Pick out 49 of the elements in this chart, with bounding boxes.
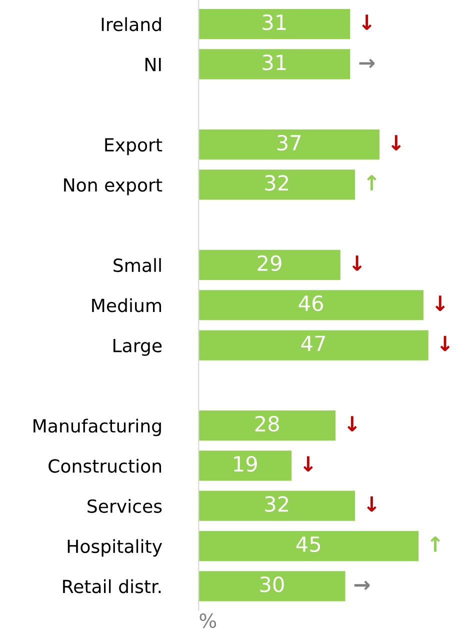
bar [198,490,356,521]
data-label: 31 [262,14,286,30]
y-tick-label: Construction [48,458,162,473]
data-label: 45 [296,536,320,552]
y-tick-label: NI [145,58,161,72]
y-tick-label: Manufacturing [34,418,161,436]
annotation: ↓ [352,256,362,271]
bar [198,450,292,481]
annotation: ↓ [347,416,357,432]
data-label: 32 [265,174,288,191]
annotation: ↑ [367,175,376,190]
annotation: ↓ [440,336,450,352]
y-tick-label: Large [114,338,162,356]
annotation: ↓ [391,135,401,150]
y-tick-label: Small [114,258,161,272]
data-label: 29 [258,255,282,272]
annotation: ↑ [430,536,440,552]
bar [198,129,380,160]
bar [198,9,350,40]
y-tick-label: Hospitality [68,539,162,557]
y-tick-label: Export [105,138,162,156]
annotation: ↓ [367,496,376,512]
y-tick-label: Ireland [102,17,161,32]
data-label: 46 [298,295,323,312]
data-label: 37 [277,134,301,151]
data-label: 28 [255,416,279,432]
data-label: 31 [262,54,286,70]
annotation: ↓ [435,296,445,311]
y-tick-label: Non export [64,178,162,196]
annotation: ↓ [362,14,372,30]
bar [198,250,340,280]
bar [198,530,419,562]
y-tick-label: Medium [92,298,162,312]
y-tick-label: Services [88,499,162,513]
y-tick-label: Retail distr. [63,579,161,594]
data-label: 19 [234,456,257,472]
bar [198,170,356,200]
annotation: → [359,58,375,68]
data-label: 47 [301,336,325,352]
annotation: ↓ [303,456,313,472]
bar [198,410,336,441]
bar [198,330,428,360]
bar [198,571,346,602]
bar [198,290,424,320]
bar [198,49,350,80]
data-label: 32 [265,496,288,512]
x-axis-title: % [200,613,216,628]
data-label: 30 [260,576,284,592]
annotation: → [354,580,370,590]
